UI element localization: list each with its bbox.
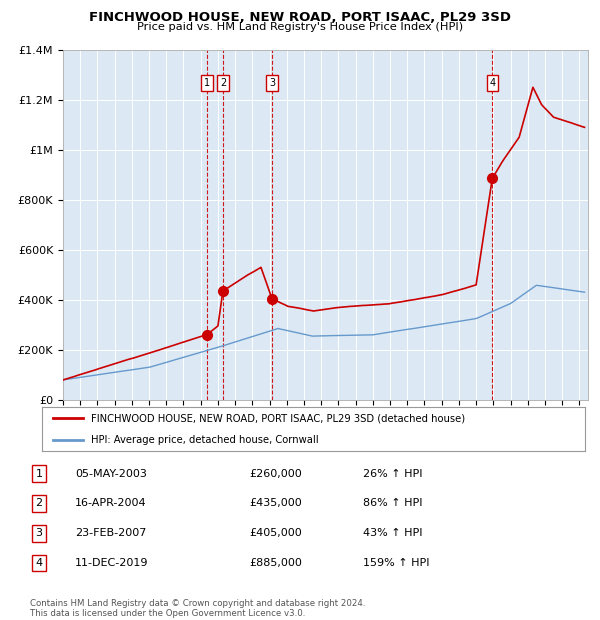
Text: 3: 3 bbox=[269, 78, 275, 88]
Text: 05-MAY-2003: 05-MAY-2003 bbox=[75, 469, 147, 479]
Text: 26% ↑ HPI: 26% ↑ HPI bbox=[363, 469, 422, 479]
Text: 2: 2 bbox=[35, 498, 43, 508]
Text: 23-FEB-2007: 23-FEB-2007 bbox=[75, 528, 146, 538]
Text: FINCHWOOD HOUSE, NEW ROAD, PORT ISAAC, PL29 3SD: FINCHWOOD HOUSE, NEW ROAD, PORT ISAAC, P… bbox=[89, 11, 511, 24]
Text: 4: 4 bbox=[35, 558, 43, 568]
Text: Contains HM Land Registry data © Crown copyright and database right 2024.
This d: Contains HM Land Registry data © Crown c… bbox=[30, 599, 365, 618]
Text: 3: 3 bbox=[35, 528, 43, 538]
Text: 1: 1 bbox=[203, 78, 210, 88]
Text: £405,000: £405,000 bbox=[249, 528, 302, 538]
Text: 16-APR-2004: 16-APR-2004 bbox=[75, 498, 146, 508]
Text: HPI: Average price, detached house, Cornwall: HPI: Average price, detached house, Corn… bbox=[91, 435, 319, 445]
Text: FINCHWOOD HOUSE, NEW ROAD, PORT ISAAC, PL29 3SD (detached house): FINCHWOOD HOUSE, NEW ROAD, PORT ISAAC, P… bbox=[91, 414, 465, 423]
Text: £260,000: £260,000 bbox=[249, 469, 302, 479]
Text: 11-DEC-2019: 11-DEC-2019 bbox=[75, 558, 149, 568]
Text: 4: 4 bbox=[489, 78, 496, 88]
Text: £885,000: £885,000 bbox=[249, 558, 302, 568]
Text: 159% ↑ HPI: 159% ↑ HPI bbox=[363, 558, 430, 568]
Text: 43% ↑ HPI: 43% ↑ HPI bbox=[363, 528, 422, 538]
Text: 1: 1 bbox=[35, 469, 43, 479]
Text: Price paid vs. HM Land Registry's House Price Index (HPI): Price paid vs. HM Land Registry's House … bbox=[137, 22, 463, 32]
Text: 2: 2 bbox=[220, 78, 226, 88]
Text: £435,000: £435,000 bbox=[249, 498, 302, 508]
Text: 86% ↑ HPI: 86% ↑ HPI bbox=[363, 498, 422, 508]
